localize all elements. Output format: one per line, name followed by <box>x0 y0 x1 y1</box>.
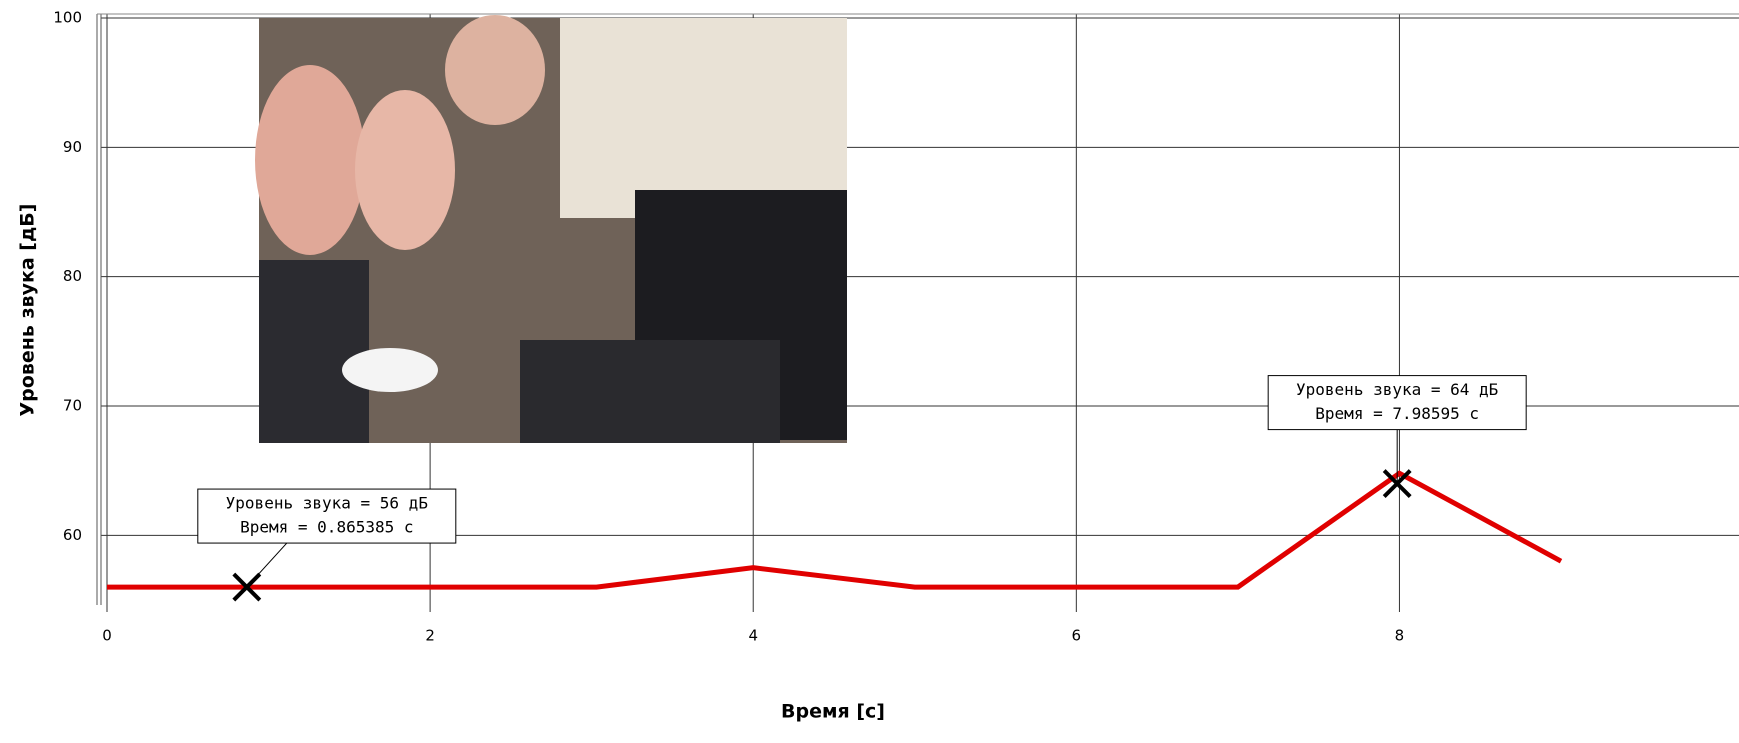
annotation-text: Время = 7.98595 с <box>1315 404 1479 423</box>
x-tick-label: 8 <box>1395 627 1405 645</box>
annotation-leader <box>246 542 288 588</box>
annotation-text: Время = 0.865385 с <box>240 518 413 537</box>
marker-cross <box>232 572 262 602</box>
photo-wall <box>560 18 847 218</box>
x-tick-label: 4 <box>748 627 758 645</box>
y-tick-label: 80 <box>63 267 82 285</box>
x-tick-label: 2 <box>425 627 435 645</box>
annotation-text: Уровень звука = 64 дБ <box>1296 380 1498 399</box>
photo <box>255 15 847 443</box>
photo-jacket <box>259 260 369 443</box>
photo-keyboard <box>520 340 780 443</box>
photo-face <box>445 15 545 125</box>
y-tick-label: 60 <box>63 526 82 544</box>
x-axis-label: Время [с] <box>781 701 885 723</box>
x-tick-label: 0 <box>102 627 112 645</box>
annotations: Уровень звука = 56 дБ Время = 0.865385 с У… <box>197 375 1527 602</box>
marks <box>107 470 1563 590</box>
y-tick-label: 90 <box>63 138 82 156</box>
y-tick-label: 100 <box>53 9 82 27</box>
annotation-box <box>1267 375 1527 431</box>
marker <box>232 572 262 602</box>
photo-face <box>355 90 455 250</box>
photo-device <box>342 348 438 392</box>
series-line <box>107 470 1563 590</box>
y-axis-label: Уровень звука [дБ] <box>17 204 39 417</box>
annotation-text: Уровень звука = 56 дБ <box>226 494 428 513</box>
y-tick-label: 70 <box>63 397 82 415</box>
x-tick-label: 6 <box>1072 627 1082 645</box>
annotation-box <box>197 488 457 544</box>
photo-face <box>255 65 365 255</box>
